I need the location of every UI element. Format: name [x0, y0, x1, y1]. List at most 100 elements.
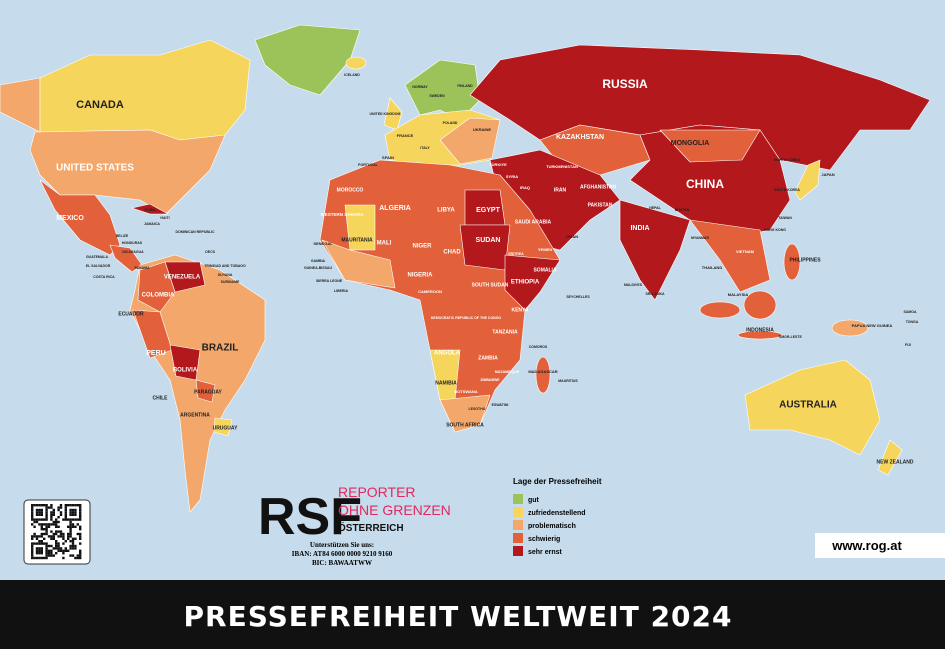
- country-label: ZAMBIA: [478, 355, 498, 361]
- country-label: NIGER: [412, 244, 432, 250]
- legend-swatch: [513, 533, 523, 543]
- legend-label: sehr ernst: [528, 549, 563, 556]
- mauritania: [344, 204, 376, 251]
- country-label: INDIA: [630, 225, 649, 232]
- qr-module: [31, 504, 34, 507]
- qr-module: [31, 516, 34, 519]
- legend-title: Lage der Pressefreiheit: [513, 477, 602, 486]
- qr-module: [33, 518, 36, 521]
- country-label: COLOMBIA: [142, 293, 175, 299]
- logo: RSF REPORTER OHNE GRENZEN ÖSTERREICH Unt…: [258, 484, 451, 567]
- qr-module: [76, 518, 79, 521]
- qr-module: [59, 504, 63, 507]
- qr-module: [35, 518, 39, 521]
- qr-module: [38, 549, 41, 552]
- qr-module: [31, 554, 34, 557]
- australia: [744, 359, 881, 456]
- country-label: MOZAMBIQUE: [495, 370, 520, 374]
- qr-module: [45, 523, 48, 526]
- qr-module: [57, 506, 60, 509]
- qr-module: [45, 549, 48, 552]
- country-label: NIGERIA: [407, 273, 433, 279]
- qr-module: [71, 523, 75, 526]
- qr-module: [79, 537, 82, 540]
- legend-label: gut: [528, 497, 540, 504]
- legend-label: zufriedenstellend: [528, 510, 586, 517]
- qr-module: [50, 549, 53, 552]
- qr-module: [35, 520, 39, 524]
- country-label: SEYCHELLES: [566, 295, 590, 299]
- qr-module: [40, 511, 43, 514]
- qr-module: [67, 537, 70, 540]
- southeast-asia: [689, 219, 771, 293]
- qr-module: [71, 511, 75, 514]
- mexico: [39, 179, 121, 256]
- country-label: POLAND: [443, 121, 458, 125]
- qr-module: [57, 508, 60, 512]
- country-label: GAMBIA: [311, 259, 326, 263]
- qr-module: [69, 544, 72, 548]
- country-label: IRAN: [554, 187, 567, 193]
- country-label: SAMOA: [903, 310, 917, 314]
- country-label: NAMIBIA: [435, 380, 457, 386]
- qr-module: [45, 518, 48, 521]
- greenland: [254, 24, 361, 96]
- country-label: ALGERIA: [379, 205, 411, 212]
- qr-module: [57, 520, 60, 524]
- qr-module: [45, 552, 48, 555]
- qr-module: [35, 511, 39, 514]
- qr-module: [76, 554, 79, 557]
- qr-module: [43, 523, 46, 526]
- qr-module: [55, 520, 58, 524]
- qr-module: [59, 513, 63, 516]
- qr-module: [40, 549, 43, 552]
- qr-module: [79, 525, 82, 528]
- country-label: TURKMENISTAN: [546, 164, 578, 169]
- qr-module: [40, 532, 43, 536]
- qr-module: [40, 535, 43, 538]
- qr-module: [67, 532, 70, 536]
- qr-module: [50, 544, 53, 548]
- qr-module: [52, 508, 55, 512]
- qr-module: [35, 535, 39, 538]
- qr-module: [62, 542, 65, 545]
- legend: Lage der Pressefreiheit gut zufriedenstel…: [513, 477, 602, 556]
- country-label: SUDAN: [476, 237, 501, 244]
- country-label: ICELAND: [344, 73, 360, 77]
- qr-module: [45, 544, 48, 548]
- country-label: SWEDEN: [429, 94, 445, 98]
- country-label: TANZANIA: [492, 329, 518, 335]
- qr-module: [64, 506, 67, 509]
- qr-module: [38, 552, 41, 555]
- qr-module: [31, 547, 34, 550]
- qr-module: [55, 523, 58, 526]
- country-label: CAMEROON: [418, 289, 442, 294]
- qr-module: [71, 525, 75, 528]
- qr-module: [74, 513, 77, 516]
- qr-module: [31, 552, 34, 555]
- website-box: [815, 533, 945, 558]
- qr-module: [79, 542, 82, 545]
- website: www.rog.at: [831, 538, 902, 553]
- qr-module: [79, 532, 82, 536]
- qr-module: [79, 552, 82, 555]
- country-label: PHILIPPINES: [789, 257, 821, 263]
- qr-module: [59, 506, 63, 509]
- qr-module: [64, 518, 67, 521]
- qr-module: [43, 528, 46, 531]
- qr-module: [40, 508, 43, 512]
- colombia: [137, 261, 176, 313]
- country-label: MALDIVES: [624, 283, 643, 287]
- qr-module: [40, 525, 43, 528]
- central-america: [109, 244, 143, 273]
- qr-module: [40, 542, 43, 545]
- country-label: COSTA RICA: [93, 275, 115, 279]
- country-label: BELIZE: [116, 234, 129, 238]
- qr-module: [31, 518, 34, 521]
- country-label: DEMOCRATIC REPUBLIC OF THE CONGO: [431, 316, 502, 320]
- qr-module: [50, 530, 53, 533]
- qr-module: [43, 518, 46, 521]
- qr-module: [55, 552, 58, 555]
- paraguay: [195, 379, 216, 403]
